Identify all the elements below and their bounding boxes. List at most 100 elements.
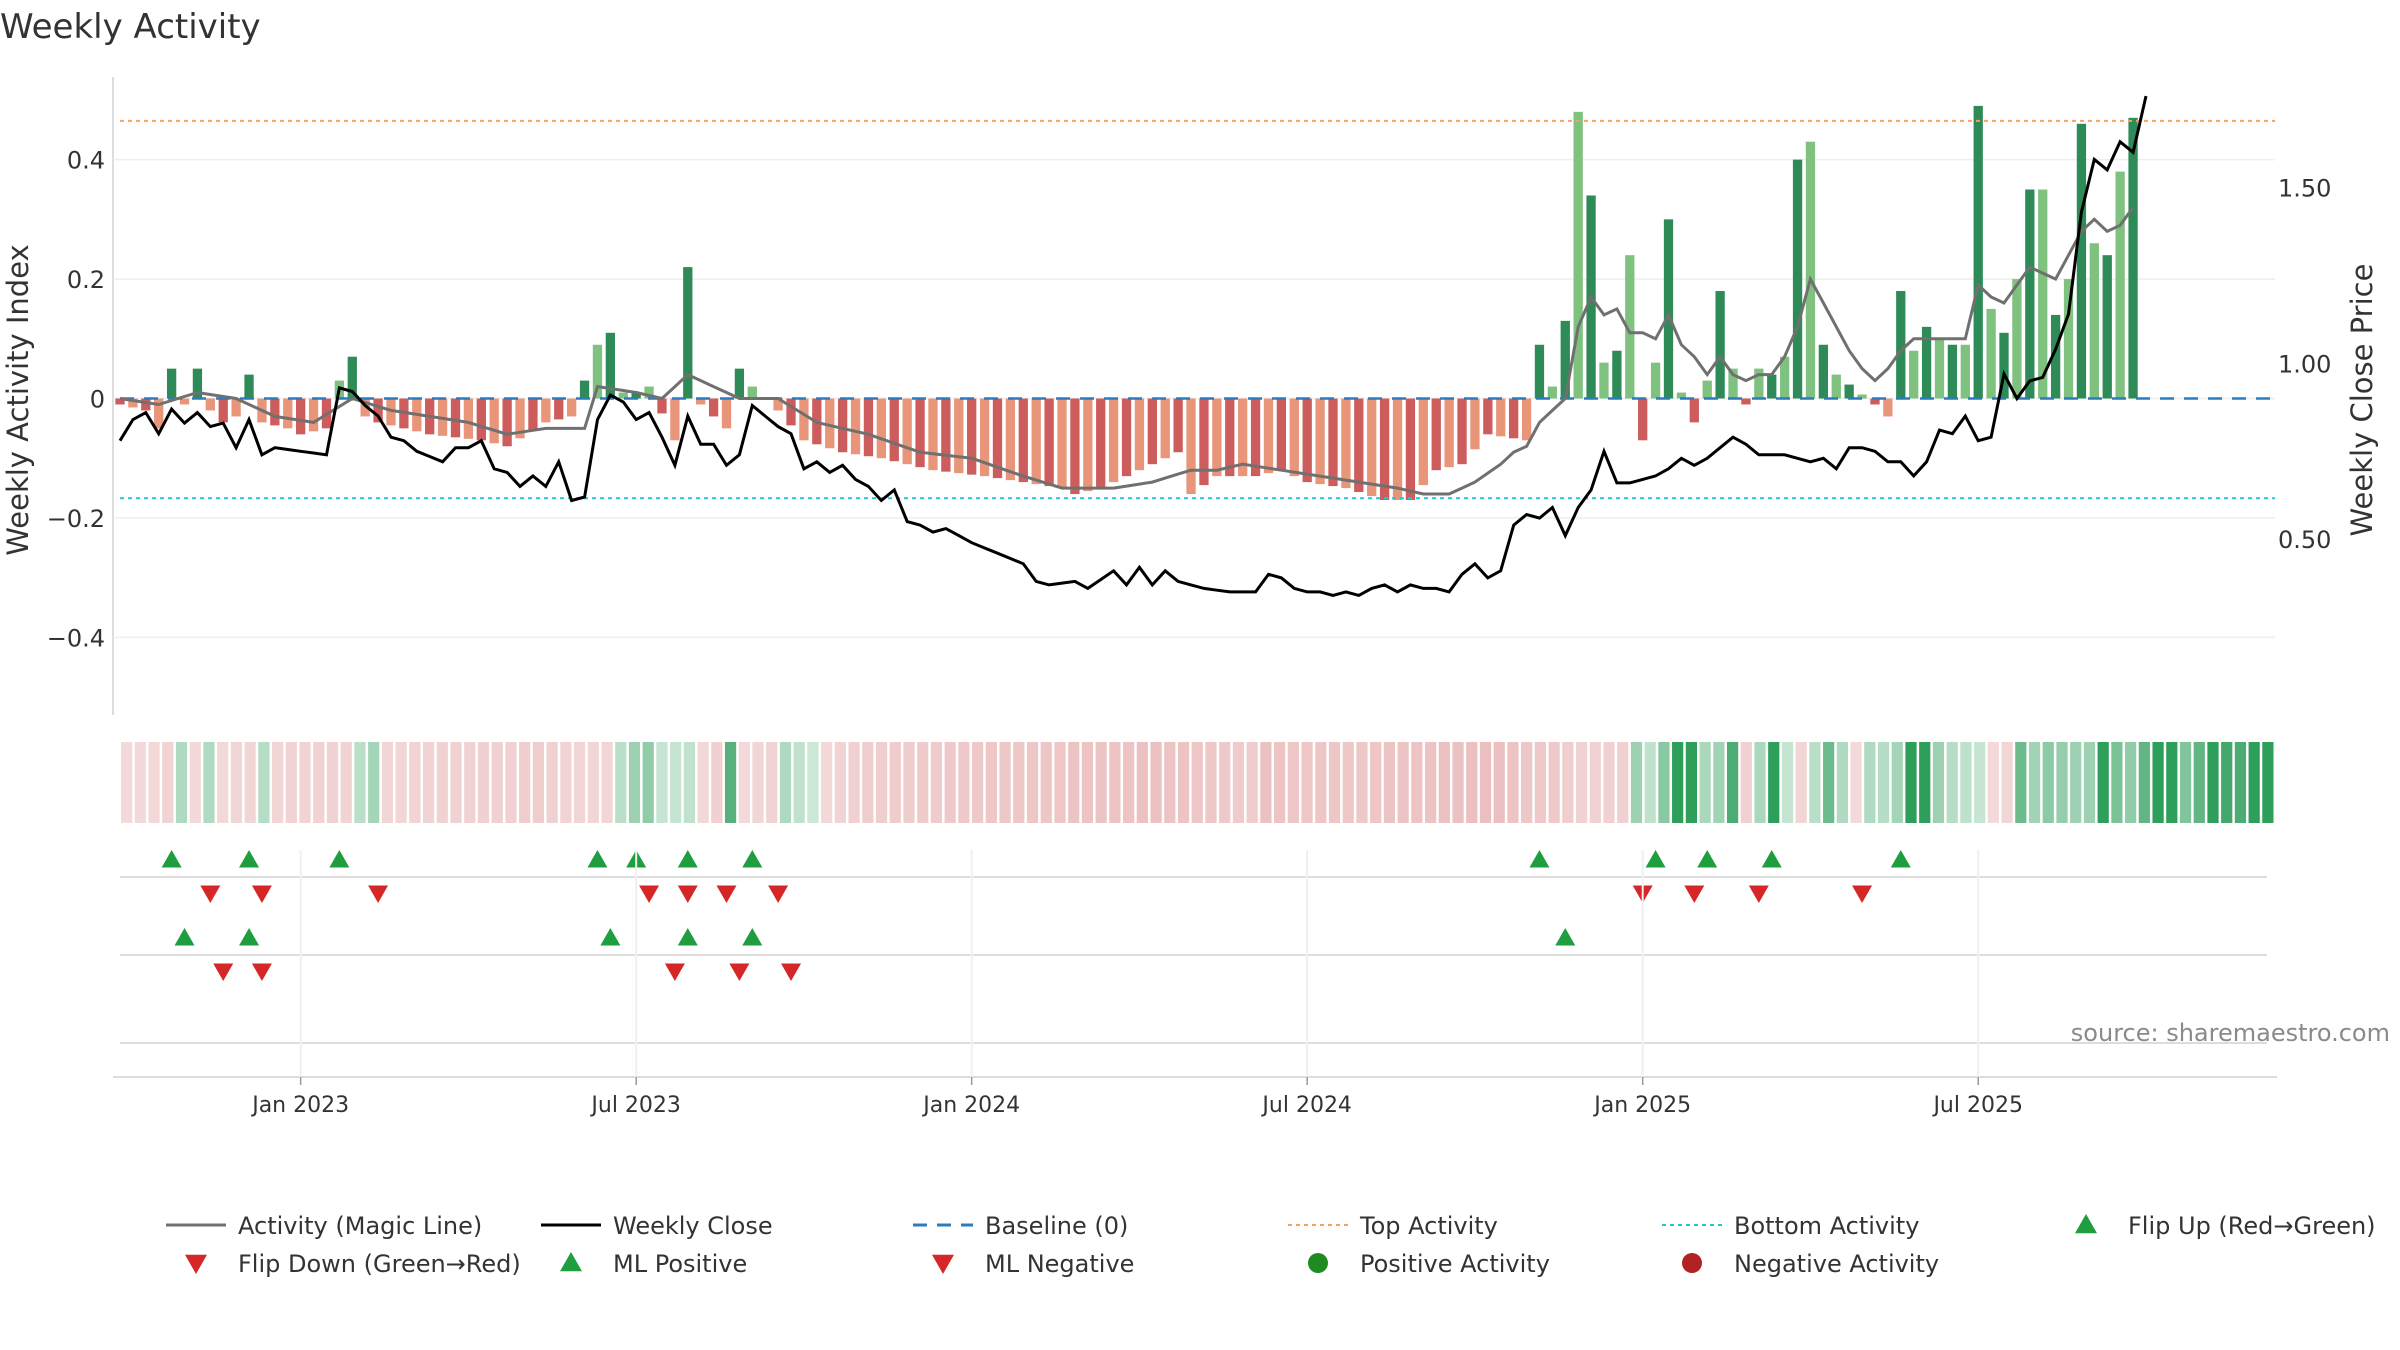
heat-cell [1150,742,1162,823]
heat-cell [1479,742,1492,823]
activity-bar [1973,105,1983,399]
heat-cell [1960,742,1972,823]
activity-bar [1741,398,1751,405]
activity-bar [979,398,990,477]
activity-bar [128,398,138,408]
heat-cell [1013,742,1025,823]
activity-bar [696,398,706,405]
heat-cell [285,742,297,823]
activity-bar [1960,344,1970,399]
heat-cell [1191,742,1203,823]
activity-bar [2063,279,2074,399]
activity-bar [618,392,628,399]
activity-bar [1896,291,1906,399]
activity-bar [579,380,590,399]
x-tick-label: Jan 2024 [921,1093,1020,1118]
activity-bar [2089,243,2099,399]
activity-bar [1470,398,1480,450]
activity-bar [141,398,151,411]
activity-bar [1379,398,1390,501]
flip-up-marker [161,850,182,868]
heat-cell [738,742,750,823]
heat-cell [2125,742,2137,823]
activity-bar [1857,394,1867,399]
legend-swatch [185,1254,207,1274]
heat-cell [1575,742,1588,823]
chart-title: Weekly Activity [0,7,261,47]
heat-cell [972,742,984,823]
heat-cell [258,742,270,823]
activity-bar [205,398,215,411]
heat-cell [1740,742,1752,823]
x-tick-label: Jul 2023 [589,1093,681,1118]
legend-swatch [1308,1253,1328,1273]
activity-bar [1096,398,1106,489]
heat-cell [1617,742,1629,823]
legend-swatch [560,1252,582,1272]
activity-bar [1044,398,1054,487]
heat-cell [1864,742,1876,823]
heat-cell [1603,742,1615,823]
heat-cell [560,742,572,823]
heat-cell [1095,742,1107,823]
y-tick-label: 0 [90,386,105,414]
activity-bar [592,344,603,399]
heat-cell [1054,742,1066,823]
heat-cell [1493,742,1505,823]
activity-bar [476,398,486,441]
flip-down-marker [716,885,737,903]
activity-bar [296,398,306,435]
heat-cell [1685,742,1698,823]
activity-bar [2025,189,2035,399]
legend-item: Bottom Activity [1662,1212,1919,1240]
ml-positive-marker [742,928,763,946]
activity-bar [1521,398,1532,441]
activity-bar [386,398,396,426]
activity-bar [1560,320,1570,399]
heat-cell [1205,742,1217,823]
heat-cell [848,742,860,823]
activity-bar [2050,314,2061,399]
heat-cell [1836,742,1848,823]
heat-cell [1946,742,1958,823]
activity-bar [115,398,125,405]
legend-swatch [1682,1253,1702,1273]
series-lines [118,95,2148,598]
heat-cell [546,742,558,823]
x-tick-label: Jan 2023 [250,1093,349,1118]
flip-up-marker [1890,850,1911,868]
activity-bar [1676,392,1687,399]
heat-cell [711,742,723,823]
heat-cell [601,742,613,823]
activity-bar [154,398,164,429]
activity-bar [347,356,357,399]
activity-bar [192,368,203,399]
heat-cell [2207,742,2219,823]
ml-negative-marker [781,963,802,981]
heat-cell [1658,742,1670,823]
heat-cell [1713,742,1725,823]
heat-cell [2221,742,2233,823]
activity-bar [360,398,370,417]
activity-bar [1883,398,1893,417]
y-axis-label: Weekly Activity Index [1,244,35,555]
heat-cell [2042,742,2054,823]
activity-bar [863,398,874,457]
legend-label: ML Positive [613,1250,747,1278]
y-ticks: 0.4 0.2 0 −0.2 −0.4 1.50 1.00 0.50 [47,147,2332,653]
heat-cell [628,742,641,823]
activity-bar [270,398,280,426]
activity-bar [1934,338,1945,399]
heat-cell [1452,742,1464,823]
activity-bar [1250,398,1261,477]
activity-bar [218,398,228,423]
activity-bar [915,398,925,468]
activity-bar [1754,368,1764,399]
activity-bar [2012,279,2022,399]
ml-negative-marker [664,963,685,981]
legend: Activity (Magic Line) Weekly Close Baselin… [166,1212,2376,1278]
heat-cell [1438,742,1450,823]
activity-bar [1483,398,1493,435]
heat-cell [944,742,956,823]
ml-negative-marker [729,963,750,981]
